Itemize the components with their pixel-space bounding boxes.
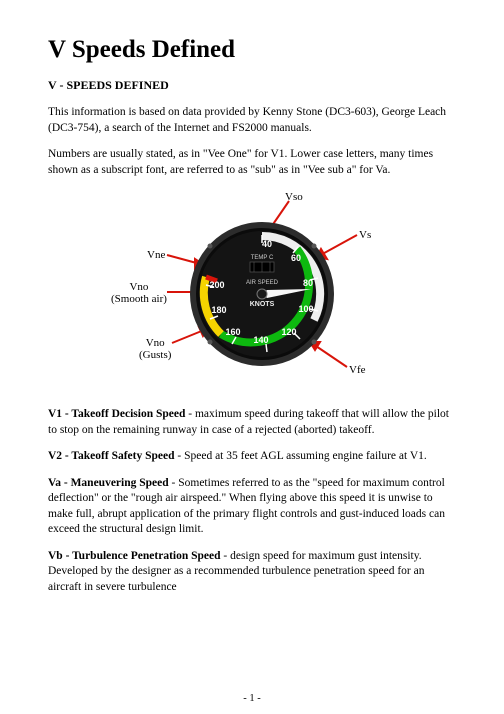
svg-text:180: 180 [211,305,226,315]
airspeed-gauge-figure: Vso Vs Vfe Vne Vno (Smooth air) Vno (Gus… [48,189,456,389]
definition-v1: V1 - Takeoff Decision Speed - maximum sp… [48,407,456,438]
intro-paragraph-1: This information is based on data provid… [48,105,456,136]
svg-text:KNOTS: KNOTS [250,301,275,308]
label-vfe: Vfe [349,364,366,376]
definition-va: Va - Maneuvering Speed - Sometimes refer… [48,476,456,538]
svg-text:60: 60 [291,253,301,263]
svg-text:100: 100 [298,304,313,314]
section-subtitle: V - SPEEDS DEFINED [48,78,456,93]
definition-vb: Vb - Turbulence Penetration Speed - desi… [48,549,456,596]
term-va: Va - Maneuvering Speed [48,477,169,489]
svg-text:120: 120 [281,327,296,337]
svg-text:200: 200 [209,280,224,290]
svg-text:160: 160 [225,327,240,337]
page-title: V Speeds Defined [48,36,456,64]
label-vno-smooth: Vno (Smooth air) [111,281,167,305]
svg-text:TEMP C: TEMP C [251,255,274,261]
label-vne: Vne [147,249,165,261]
label-vno-gusts: Vno (Gusts) [139,337,171,361]
svg-text:40: 40 [262,239,272,249]
definition-v2: V2 - Takeoff Safety Speed - Speed at 35 … [48,449,456,465]
svg-text:140: 140 [253,335,268,345]
intro-paragraph-2: Numbers are usually stated, as in "Vee O… [48,147,456,178]
svg-text:80: 80 [303,278,313,288]
term-vb: Vb - Turbulence Penetration Speed [48,550,221,562]
page-number: - 1 - [0,693,504,704]
term-v2: V2 - Takeoff Safety Speed [48,450,175,462]
text-v2: - Speed at 35 feet AGL assuming engine f… [175,450,427,462]
label-vs: Vs [359,229,371,241]
label-vso: Vso [285,191,303,203]
svg-text:AIR SPEED: AIR SPEED [246,280,279,286]
term-v1: V1 - Takeoff Decision Speed [48,408,185,420]
